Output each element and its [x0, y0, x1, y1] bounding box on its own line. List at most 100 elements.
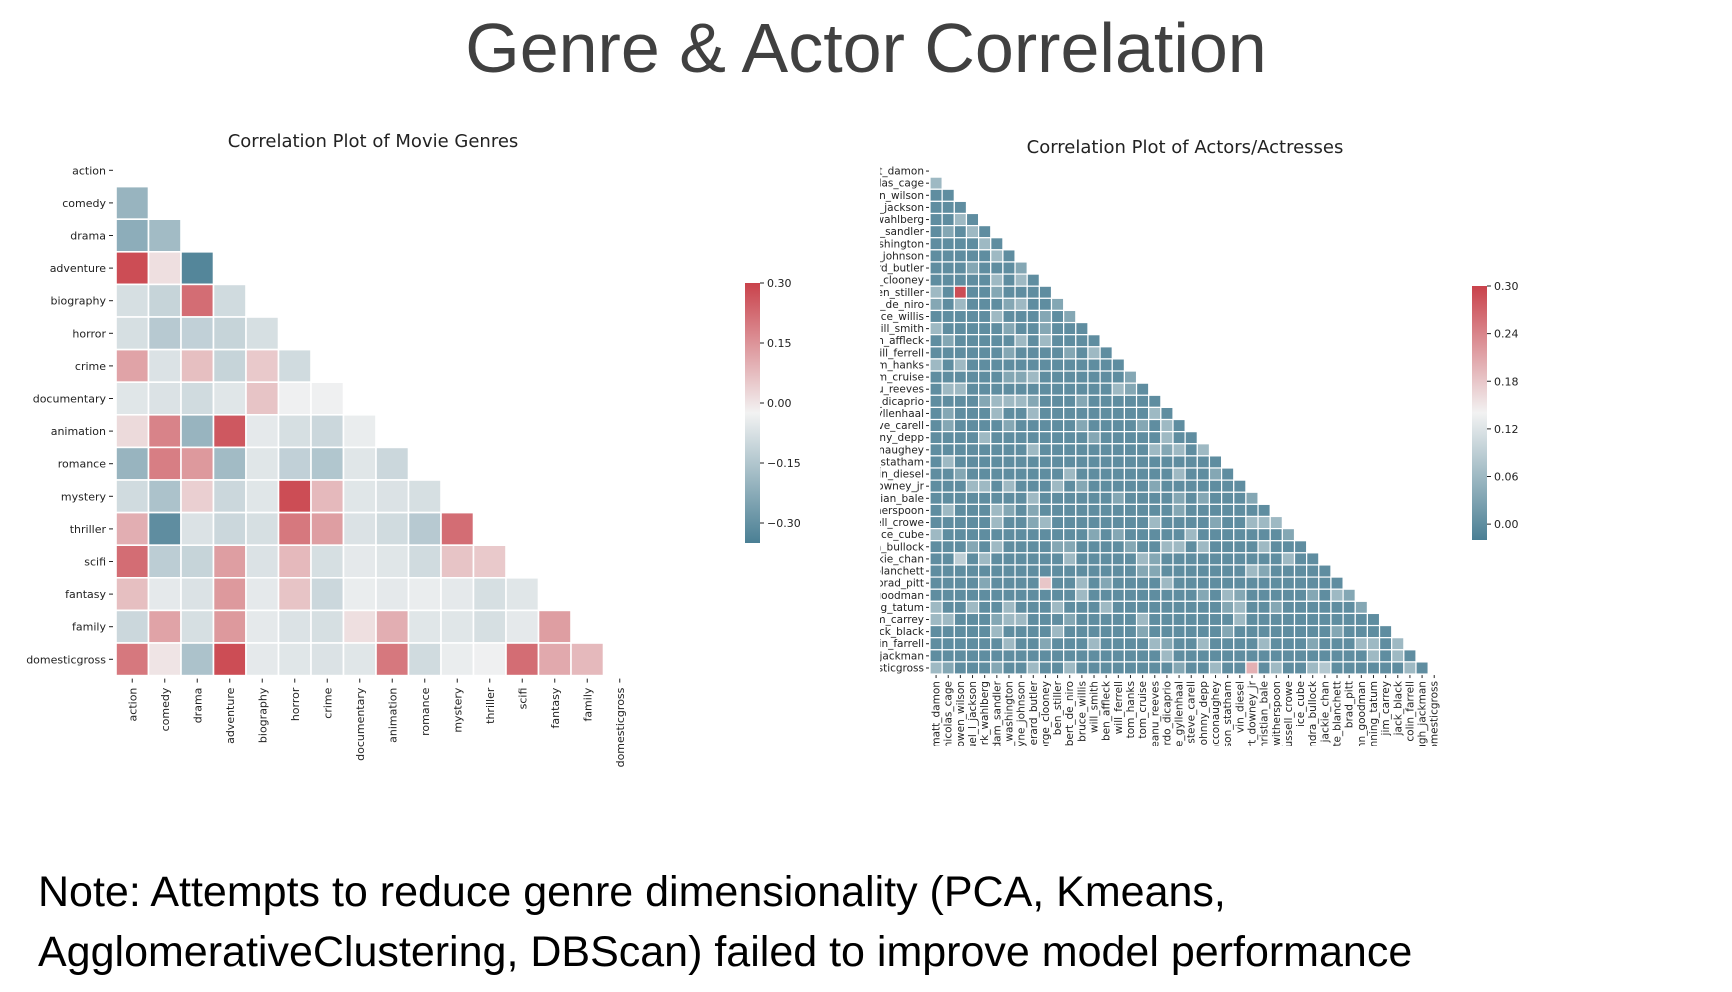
heatmap-cell [1318, 612, 1332, 627]
heatmap-cell [1135, 443, 1150, 457]
heatmap-cell [990, 503, 1004, 518]
heatmap-cell [245, 576, 280, 612]
heatmap-cell [1257, 612, 1271, 627]
heatmap-cell [929, 249, 943, 263]
heatmap-cell [929, 176, 943, 190]
heatmap-cell [1063, 321, 1077, 336]
heatmap-cell [1160, 491, 1174, 505]
heatmap-cell [965, 249, 980, 263]
heatmap-cell [941, 309, 955, 324]
heatmap-cell [977, 249, 992, 263]
heatmap-cell [990, 382, 1004, 396]
heatmap-cell [1087, 443, 1101, 457]
genre-y-tick-label: thriller [70, 523, 107, 536]
heatmap-cell [1148, 528, 1162, 542]
heatmap-cell [1111, 540, 1125, 554]
heatmap-cell [1184, 576, 1198, 590]
heatmap-cell [1002, 273, 1016, 287]
heatmap-cell [1160, 455, 1174, 469]
heatmap-cell [1050, 612, 1065, 627]
heatmap-cell [1269, 649, 1283, 663]
heatmap-cell [310, 413, 345, 449]
heatmap-cell [929, 370, 943, 384]
heatmap-cell [570, 642, 605, 677]
heatmap-cell [953, 467, 968, 481]
heatmap-cell [147, 446, 182, 481]
heatmap-cell [1196, 576, 1211, 590]
heatmap-cell [1002, 431, 1016, 445]
heatmap-cell [180, 609, 215, 644]
heatmap-cell [977, 479, 992, 493]
heatmap-cell [965, 334, 980, 348]
heatmap-cell [1014, 491, 1028, 505]
heatmap-cell [953, 321, 968, 336]
actor-y-tick-label: colin_farrell [880, 638, 924, 650]
heatmap-cell [1014, 273, 1028, 287]
genre-y-tick-label: biography [51, 295, 107, 308]
heatmap-cell [212, 413, 247, 449]
heatmap-cell [180, 576, 215, 612]
heatmap-cell [1245, 649, 1259, 663]
heatmap-cell [929, 285, 943, 299]
heatmap-cell [941, 334, 955, 348]
heatmap-cell [1196, 528, 1211, 542]
heatmap-cell [941, 540, 955, 554]
heatmap-cell [1160, 612, 1174, 627]
heatmap-cell [941, 564, 955, 578]
heatmap-cell [1026, 515, 1040, 530]
heatmap-cell [1050, 358, 1065, 372]
heatmap-cell [965, 212, 980, 227]
actor-y-tick-label: tom_hanks [880, 359, 924, 371]
heatmap-cell [1063, 443, 1077, 457]
actor-y-tick-label: matthew_mcconaughey [880, 444, 924, 456]
heatmap-cell [1221, 552, 1235, 566]
heatmap-cell [953, 491, 968, 505]
actor-colorbar-label: 0.06 [1494, 471, 1519, 484]
heatmap-cell [1050, 649, 1065, 663]
actor-y-tick-label: reese_witherspoon [880, 505, 924, 517]
actor-x-tick-label: keanu_reeves [1149, 681, 1161, 753]
heatmap-cell [1269, 540, 1283, 554]
heatmap-cell [941, 503, 955, 518]
heatmap-cell [1233, 540, 1247, 554]
actor-colorbar-label: 0.24 [1494, 328, 1519, 341]
actor-y-tick-label: tom_cruise [880, 372, 924, 384]
actor-y-labels: matt_damonnicolas_cageowen_wilsonsamuel_… [880, 166, 925, 675]
heatmap-cell [277, 413, 312, 449]
genre-y-tick-label: scifi [84, 556, 106, 569]
actor-y-tick-label: domesticgross [880, 662, 924, 674]
heatmap-cell [1208, 661, 1223, 675]
genre-x-tick-label: comedy [159, 687, 172, 731]
heatmap-cell [1184, 431, 1198, 445]
heatmap-cell [965, 588, 980, 602]
genre-colorbar-label: 0.15 [767, 337, 792, 350]
heatmap-cell [245, 642, 280, 677]
heatmap-cell [1111, 479, 1125, 493]
heatmap-cell [1257, 588, 1271, 602]
actor-y-tick-label: sandra_bullock [880, 541, 925, 553]
heatmap-cell [1257, 600, 1271, 615]
heatmap-cell [1135, 552, 1150, 566]
heatmap-cell [1306, 576, 1320, 590]
heatmap-cell [965, 528, 980, 542]
heatmap-cell [1196, 600, 1211, 615]
actor-x-tick-label: jack_black [1392, 680, 1404, 736]
heatmap-cell [1354, 612, 1368, 627]
heatmap-cell [1293, 552, 1308, 566]
heatmap-cell [1135, 394, 1150, 408]
heatmap-cell [1111, 588, 1125, 602]
heatmap-cell [1063, 540, 1077, 554]
heatmap-cell [1038, 540, 1053, 554]
actor-y-tick-label: nicolas_cage [880, 178, 924, 190]
heatmap-cell [1318, 588, 1332, 602]
actor-x-tick-label: will_smith [1089, 681, 1101, 733]
heatmap-cell [1026, 273, 1040, 287]
heatmap-cell [1002, 467, 1016, 481]
heatmap-cell [1135, 600, 1150, 615]
heatmap-cell [1099, 443, 1113, 457]
actor-y-tick-label: steve_carell [880, 420, 924, 432]
heatmap-cell [990, 528, 1004, 542]
heatmap-cell [965, 431, 980, 445]
actor-y-tick-label: jim_carrey [880, 614, 924, 626]
heatmap-cell [277, 544, 312, 579]
